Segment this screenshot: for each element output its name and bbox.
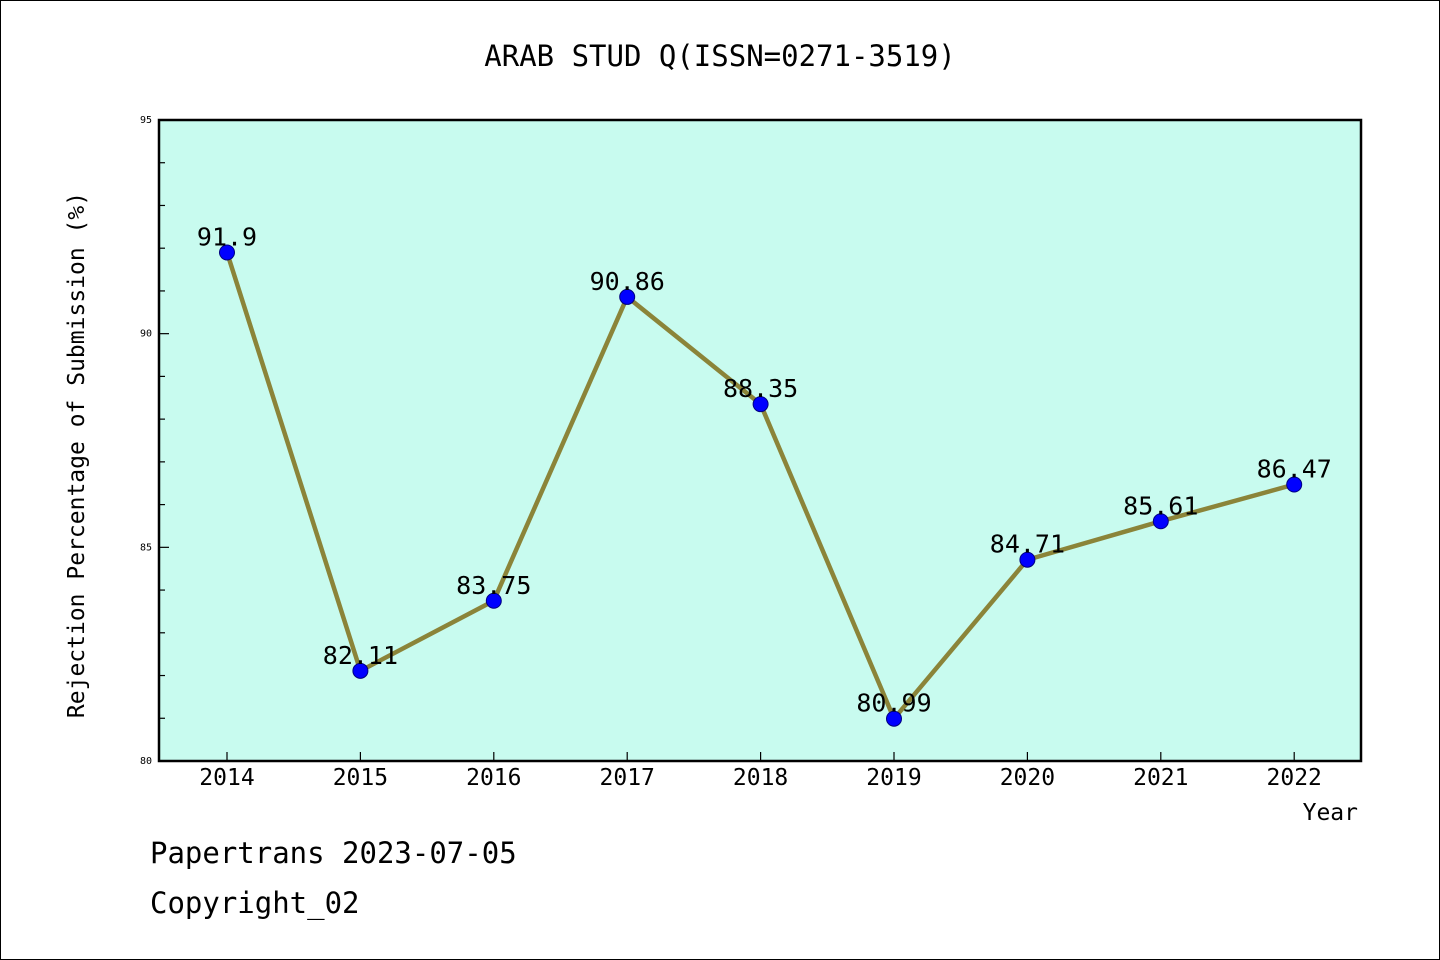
data-point (219, 244, 235, 261)
data-point (485, 592, 502, 609)
y-tick-label: 80 (140, 756, 152, 767)
x-tick-label: 2021 (1133, 765, 1188, 791)
x-tick-label: 2014 (199, 765, 254, 791)
data-point (352, 662, 369, 679)
x-tick-label: 2019 (866, 765, 921, 791)
data-label: 91.9 (197, 222, 257, 251)
data-point (752, 396, 769, 413)
data-point (1286, 476, 1303, 493)
y-tick-label: 95 (140, 115, 152, 126)
data-label: 90.86 (590, 267, 665, 296)
data-label: 83.75 (456, 571, 531, 600)
x-tick-label: 2022 (1267, 765, 1322, 791)
x-tick-label: 2017 (600, 765, 655, 791)
data-point (619, 288, 636, 305)
y-axis: 80 85 90 95 (140, 115, 169, 767)
data-point (1019, 551, 1036, 568)
data-label: 84.71 (990, 530, 1065, 559)
x-tick-label: 2020 (1000, 765, 1055, 791)
footer-copyright: Copyright_02 (150, 886, 360, 920)
x-tick-label: 2016 (466, 765, 521, 791)
footer-date: Papertrans 2023-07-05 (150, 836, 517, 870)
data-label: 86.47 (1257, 455, 1332, 484)
data-label: 82.11 (323, 641, 398, 670)
chart-title: ARAB STUD Q(ISSN=0271-3519) (484, 39, 955, 73)
data-point (1152, 513, 1169, 530)
data-label: 80.99 (856, 689, 931, 718)
plot-area (157, 118, 1363, 763)
data-point (886, 710, 902, 727)
y-tick-label: 85 (140, 542, 152, 553)
x-tick-label: 2015 (333, 765, 388, 791)
y-axis-label: Rejection Percentage of Submission (%) (64, 192, 90, 718)
data-labels: 91.9 82.11 83.75 90.86 88.35 80.99 84.71 85.61 8… (197, 222, 1332, 717)
x-axis: 2014 2015 2016 2017 2018 2019 2020 2021 2022 (199, 752, 1322, 791)
x-tick-label: 2018 (733, 765, 788, 791)
x-axis-label: Year (1303, 800, 1358, 826)
data-label: 85.61 (1123, 491, 1198, 520)
data-points (219, 244, 1303, 727)
data-label: 88.35 (723, 374, 798, 403)
y-tick-label: 90 (140, 329, 152, 340)
